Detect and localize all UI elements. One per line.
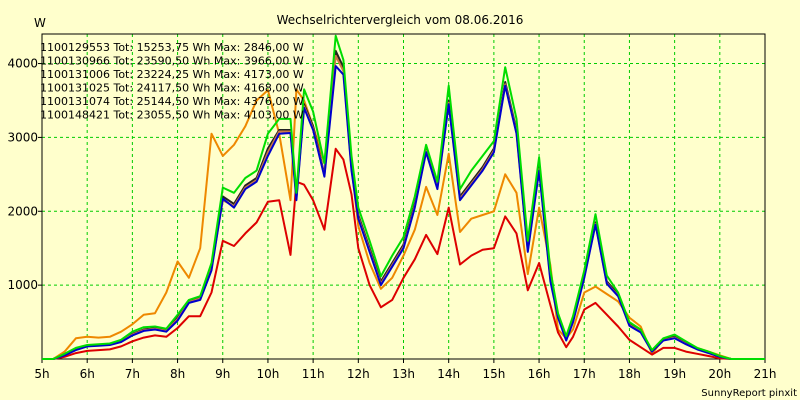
- series-line-1100131006: [42, 49, 765, 360]
- x-tick-label: 5h: [34, 367, 49, 381]
- x-tick-label: 12h: [347, 367, 370, 381]
- x-tick-label: 6h: [80, 367, 95, 381]
- x-tick-label: 18h: [618, 367, 641, 381]
- legend-entry-1100129553: 1100129553 Tot: 15253,75 Wh Max: 2846,00…: [40, 41, 304, 54]
- y-tick-label: 3000: [7, 130, 38, 144]
- legend-entry-1100131074: 1100131074 Tot: 25144,50 Wh Max: 4376,00…: [40, 95, 304, 108]
- x-tick-label: 7h: [125, 367, 140, 381]
- legend-entry-1100130966: 1100130966 Tot: 23590,50 Wh Max: 3966,00…: [40, 55, 304, 68]
- y-tick-label: 2000: [7, 204, 38, 218]
- legend-entry-1100148421: 1100148421 Tot: 23055,50 Wh Max: 4103,00…: [40, 109, 304, 122]
- legend-entry-1100131025: 1100131025 Tot: 24117,50 Wh Max: 4168,00…: [40, 82, 304, 95]
- x-axis-ticks: 5h 6h 7h 8h 9h 10h 11h 12h 13h 14h 15h 16h 17h 18h 19h…: [34, 359, 776, 381]
- x-tick-label: 20h: [708, 367, 731, 381]
- x-tick-label: 8h: [170, 367, 185, 381]
- y-tick-label: 1000: [7, 278, 38, 292]
- x-tick-label: 13h: [392, 367, 415, 381]
- chart-title: Wechselrichtervergleich vom 08.06.2016: [277, 13, 524, 27]
- y-tick-label: 4000: [7, 57, 38, 71]
- x-tick-label: 9h: [215, 367, 230, 381]
- series-line-1100129553: [42, 147, 765, 360]
- x-tick-label: 19h: [663, 367, 686, 381]
- x-tick-label: 16h: [528, 367, 551, 381]
- x-tick-label: 14h: [437, 367, 460, 381]
- x-tick-label: 11h: [302, 367, 325, 381]
- legend: 1100129553 Tot: 15253,75 Wh Max: 2846,00…: [40, 41, 304, 122]
- y-axis-ticks: 1000 2000 3000 4000: [7, 57, 42, 292]
- y-axis-unit-label: W: [34, 16, 46, 30]
- series-line-1100130966: [42, 65, 765, 360]
- x-tick-label: 10h: [257, 367, 280, 381]
- x-tick-label: 21h: [754, 367, 777, 381]
- x-tick-label: 17h: [573, 367, 596, 381]
- series-line-1100131074: [42, 34, 765, 360]
- legend-entry-1100131006: 1100131006 Tot: 23224,25 Wh Max: 4173,00…: [40, 68, 304, 81]
- series-layer: [42, 34, 765, 360]
- footer-credit: SunnyReport pinxit: [701, 388, 797, 399]
- x-tick-label: 15h: [482, 367, 505, 381]
